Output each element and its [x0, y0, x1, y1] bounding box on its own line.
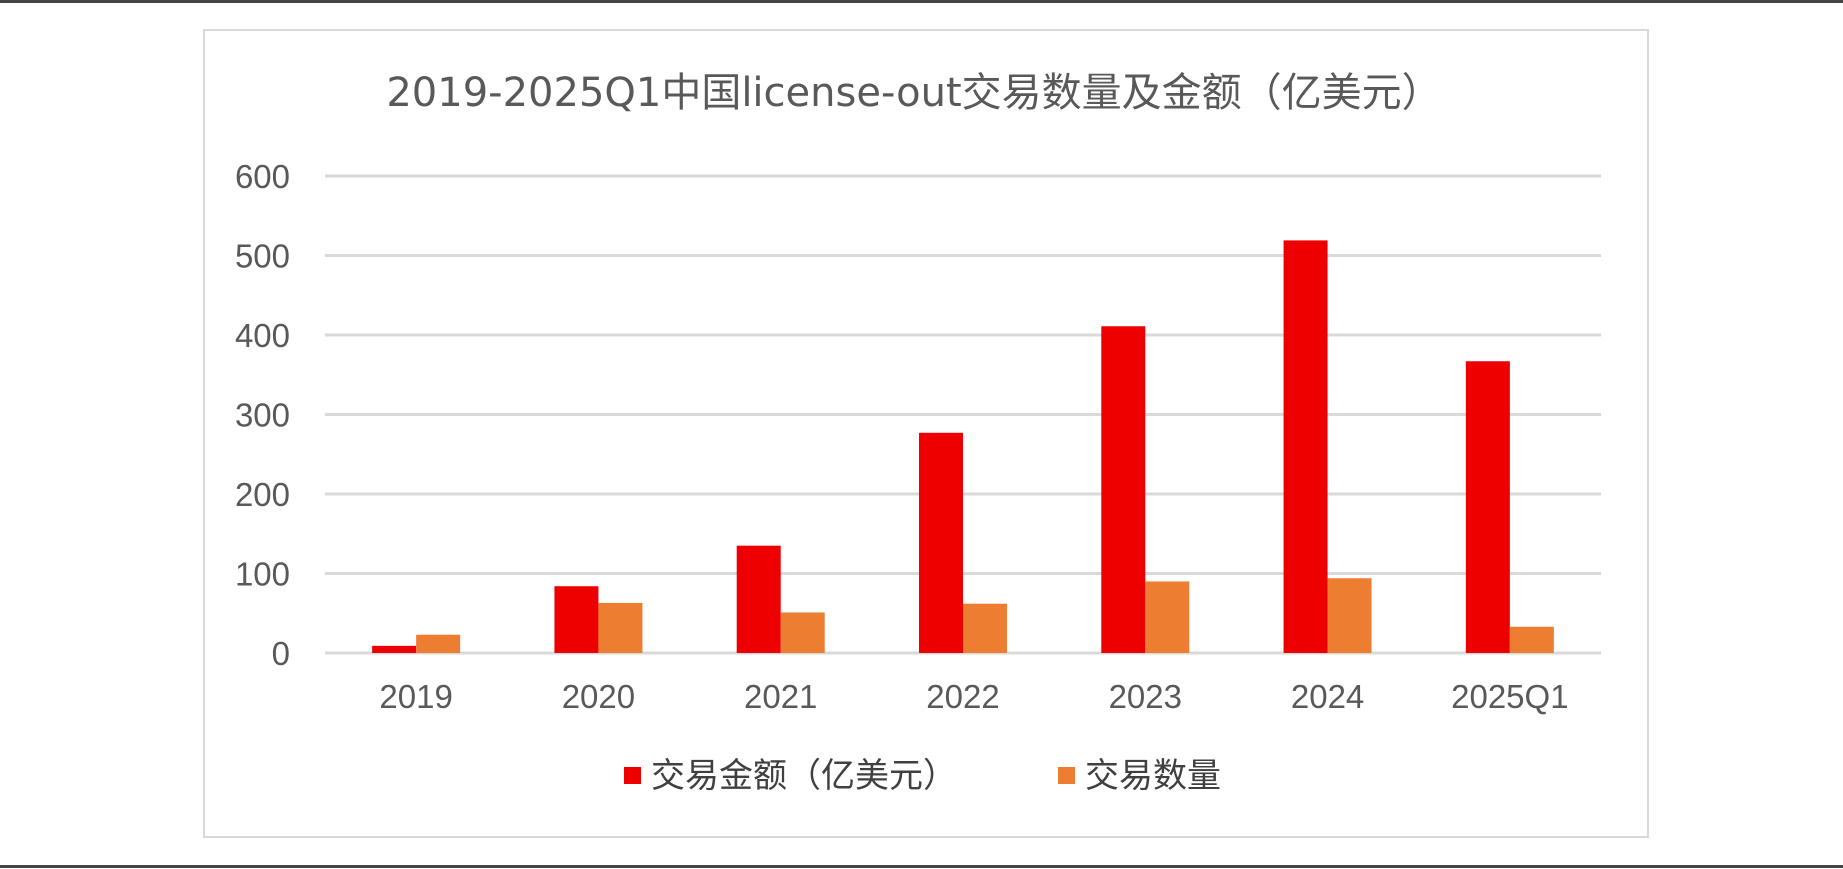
bar-count-2025q1: [1509, 626, 1554, 653]
x-tick-label: 2022: [926, 678, 999, 715]
x-tick-label: 2023: [1109, 678, 1182, 715]
x-tick-label: 2020: [562, 678, 635, 715]
bar-amount-2023: [1101, 326, 1146, 653]
bar-count-2023: [1145, 581, 1190, 653]
bar-amount-2020: [554, 586, 599, 653]
legend: 交易金额（亿美元） 交易数量: [624, 756, 1221, 796]
y-tick-label: 600: [235, 158, 290, 195]
bottom-rule: [0, 865, 1843, 868]
x-tick-label: 2025Q1: [1451, 678, 1568, 715]
bar-amount-2021: [736, 545, 781, 653]
x-tick-label: 2019: [379, 678, 452, 715]
bar-count-2022: [963, 603, 1007, 653]
y-tick-label: 0: [272, 635, 290, 672]
bar-amount-2024: [1283, 240, 1328, 653]
y-tick-label: 500: [235, 238, 290, 275]
y-tick-label: 100: [235, 556, 290, 593]
y-tick-label: 300: [235, 397, 290, 434]
bar-count-2021: [780, 612, 825, 653]
legend-swatch: [624, 767, 641, 784]
bars: [372, 240, 1554, 653]
legend-label: 交易金额（亿美元）: [651, 756, 957, 796]
y-tick-label: 400: [235, 317, 290, 354]
chart-title: 2019-2025Q1中国license-out交易数量及金额（亿美元）: [386, 70, 1441, 116]
x-tick-label: 2021: [744, 678, 817, 715]
bar-count-2024: [1327, 578, 1372, 653]
legend-label: 交易数量: [1085, 756, 1221, 796]
y-tick-label: 200: [235, 476, 290, 513]
bar-amount-2022: [919, 432, 963, 653]
bar-count-2020: [598, 602, 643, 653]
x-axis-ticks: 2019 2020 2021 2022 2023 2024 2025Q1: [379, 678, 1568, 715]
bar-amount-2019: [372, 645, 417, 653]
legend-swatch: [1058, 767, 1075, 784]
y-axis-ticks: 0 100 200 300 400 500 600: [235, 158, 290, 672]
bar-amount-2025q1: [1465, 361, 1510, 653]
bar-count-2019: [416, 634, 461, 653]
x-tick-label: 2024: [1291, 678, 1364, 715]
top-rule: [0, 0, 1843, 3]
